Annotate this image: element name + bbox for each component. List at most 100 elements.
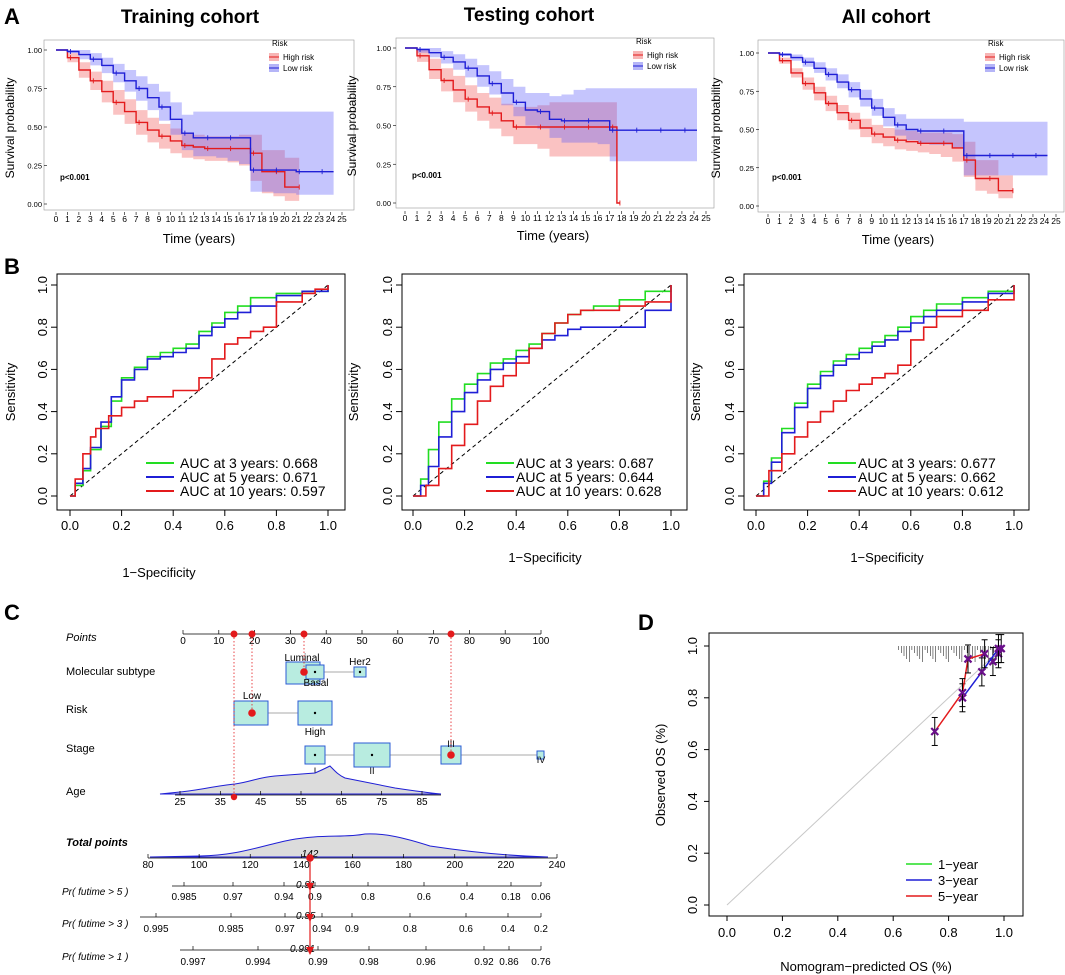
- roc-y-tick-label: 0.0: [35, 487, 50, 505]
- nomo-tick-label: 40: [321, 636, 333, 647]
- km-pvalue: p<0.001: [412, 171, 442, 180]
- nomo-arrow-pr3: [306, 914, 314, 922]
- calib-y-tick-label: 0.0: [685, 896, 700, 914]
- km-x-tick-label: 1: [415, 213, 420, 223]
- km-x-tick-label: 12: [545, 213, 555, 223]
- km-x-tick-label: 14: [569, 213, 579, 223]
- nomo-tick-label: 75: [376, 797, 388, 808]
- km-x-tick-label: 11: [890, 216, 899, 226]
- calib-x-tick-label: 0.6: [884, 925, 902, 940]
- roc-tick-layer: 0.0 0.2 0.4 0.6 0.8 1.0 0.0 0.2 0.4 0.6 0.8 1.0: [35, 276, 337, 533]
- km-y-tick-label: 0.25: [376, 160, 391, 169]
- nomo-cat-high: High: [305, 727, 326, 738]
- km-x-tick-label: 18: [617, 213, 627, 223]
- km-x-tick-label: 5: [111, 214, 116, 224]
- nomo-selected-dot: [230, 793, 238, 801]
- nomo-tick-label: 0.995: [143, 924, 168, 935]
- roc-curve-10y: [70, 285, 329, 497]
- nomo-tick-label: 0.8: [403, 924, 417, 935]
- roc-x-tick-label: 0.4: [850, 518, 868, 533]
- km-line-layer: [405, 47, 697, 206]
- km-x-tick-label: 10: [878, 216, 888, 226]
- roc-y-tick-label: 1.0: [380, 276, 395, 294]
- nomo-arrow-pr5: [306, 883, 314, 891]
- nomo-tick-label: 0.92: [474, 957, 494, 968]
- km-y-tick-label: 0.75: [376, 83, 391, 92]
- nomo-label-points: Points: [66, 632, 97, 644]
- roc-y-tick-label: 1.0: [722, 276, 737, 294]
- nomo-dot: [313, 711, 317, 715]
- calib-series-5y-point: [963, 654, 973, 664]
- roc-y-tick-label: 0.4: [722, 403, 737, 421]
- km-x-tick-label: 21: [653, 213, 663, 223]
- roc-curve-3y: [413, 285, 672, 497]
- roc-legend-10y: AUC at 10 years: 0.597: [180, 483, 326, 499]
- km-ci-band-high: [405, 48, 620, 203]
- calib-ylabel: Observed OS (%): [653, 724, 668, 827]
- km-x-tick-label: 3: [800, 216, 805, 226]
- nomo-points-dot-age: [230, 630, 238, 638]
- km-y-tick-label: 1.00: [739, 49, 754, 58]
- roc-y-tick-label: 0.8: [380, 318, 395, 336]
- nomo-tick-label: 90: [500, 636, 512, 647]
- nomo-label-pr5: Pr( futime > 5 ): [62, 887, 128, 898]
- roc-legend-10y: AUC at 10 years: 0.612: [858, 483, 1004, 499]
- km-x-tick-label: 13: [913, 216, 923, 226]
- km-x-tick-label: 3: [88, 214, 93, 224]
- nomo-age-ticks: 25 35 45 55 65 75 85: [174, 791, 428, 808]
- roc-x-tick-label: 1.0: [1005, 518, 1023, 533]
- roc-x-tick-label: 1.0: [662, 518, 680, 533]
- nomo-tick-label: 20: [249, 636, 261, 647]
- roc-x-tick-label: 0.4: [164, 518, 182, 533]
- km-title: All cohort: [842, 7, 931, 28]
- roc-y-tick-label: 1.0: [35, 276, 50, 294]
- nomo-points-dot-subtype: [300, 630, 308, 638]
- km-x-tick-label: 5: [823, 216, 828, 226]
- nomo-tick-label: 0.8: [361, 892, 375, 903]
- km-legend-high: High risk: [999, 53, 1031, 62]
- nomo-label-pr3: Pr( futime > 3 ): [62, 919, 128, 930]
- nomo-tick-label: 120: [242, 860, 259, 871]
- km-x-tick-label: 15: [581, 213, 591, 223]
- km-ylabel: Survival probability: [3, 78, 17, 179]
- calib-y-tick-label: 0.2: [685, 844, 700, 862]
- panel-letter-d: D: [638, 610, 654, 635]
- roc-legend-5y: AUC at 5 years: 0.662: [858, 469, 996, 485]
- nomo-arrow-pr1: [306, 947, 314, 955]
- nomo-tick-label: 70: [428, 636, 440, 647]
- roc-panel-all: 0.0 0.2 0.4 0.6 0.8 1.0 0.0 0.2 0.4 0.6 0.8 1.0 Sen…: [688, 273, 1030, 565]
- calib-x-tick-label: 1.0: [995, 925, 1013, 940]
- km-x-tick-label: 0: [766, 216, 771, 226]
- nomo-tick-label: 0.9: [308, 892, 322, 903]
- km-x-tick-label: 7: [487, 213, 492, 223]
- calib-legend-3y: 3−year: [938, 873, 979, 888]
- nomo-tick-label: 0.985: [171, 892, 196, 903]
- roc-x-tick-label: 0.2: [799, 518, 817, 533]
- km-title: Training cohort: [121, 7, 260, 28]
- km-frame: [395, 37, 715, 209]
- km-legend-title: Risk: [988, 39, 1005, 48]
- calib-layer: 0.0 0.2 0.4 0.6 0.8 1.0 0.0 0.2 0.4 0.6 0.8 1.0: [685, 634, 1013, 940]
- km-x-tick-label: 8: [145, 214, 150, 224]
- nomo-tick-label: 0.06: [531, 892, 551, 903]
- nomo-tick-label: 0.4: [460, 892, 474, 903]
- roc-y-tick-label: 0.6: [35, 360, 50, 378]
- panel-letter-b: B: [4, 254, 20, 279]
- roc-curve-5y: [70, 285, 329, 497]
- nomo-tick-label: 0.6: [417, 892, 431, 903]
- km-x-tick-label: 1: [65, 214, 70, 224]
- nomo-points-dot-risk: [248, 630, 256, 638]
- calib-series-5y-point: [958, 688, 967, 697]
- calib-series-5y-point: [930, 727, 940, 736]
- calib-series-5y-line: [934, 653, 985, 732]
- nomogram: Points Molecular subtype Risk Stage Age …: [62, 630, 566, 968]
- km-x-tick-label: 10: [521, 213, 531, 223]
- calib-x-tick-label: 0.2: [773, 925, 791, 940]
- nomo-label-risk: Risk: [66, 704, 88, 716]
- roc-x-tick-label: 0.0: [404, 518, 422, 533]
- km-x-tick-label: 9: [511, 213, 516, 223]
- calib-xlabel: Nomogram−predicted OS (%): [780, 959, 952, 974]
- nomo-tick-label: 0.997: [180, 957, 205, 968]
- roc-x-tick-label: 0.8: [953, 518, 971, 533]
- nomo-dot: [313, 670, 317, 674]
